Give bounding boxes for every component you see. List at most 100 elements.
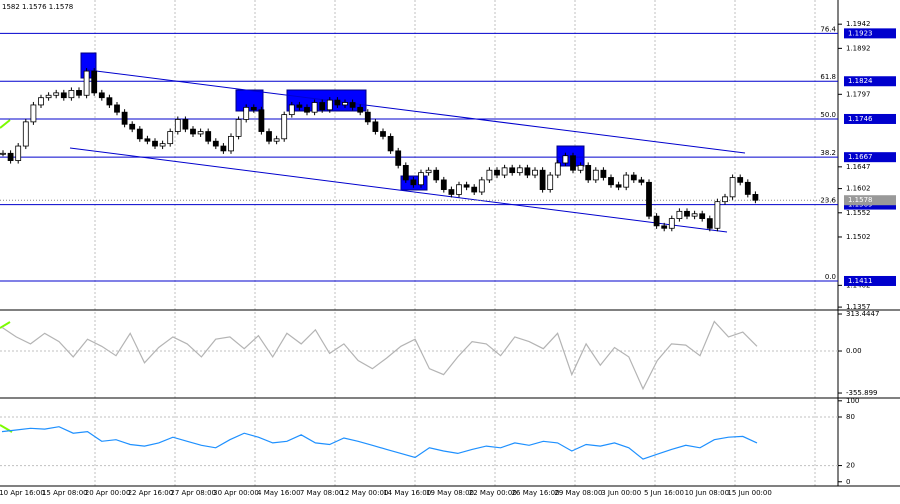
- candle: [0, 152, 6, 155]
- candle: [440, 179, 447, 190]
- candle: [114, 104, 120, 113]
- last-price-box: [844, 195, 896, 206]
- x-tick-label: 20 Apr 00:00: [85, 489, 131, 497]
- level-label: 1.1411: [848, 277, 873, 285]
- candle: [258, 109, 265, 132]
- x-tick-label: 30 Apr 00:00: [213, 489, 259, 497]
- candle: [623, 174, 630, 188]
- candle: [744, 181, 751, 195]
- candle: [22, 121, 29, 147]
- fib-label: 61.8: [820, 73, 836, 81]
- candle: [38, 97, 44, 106]
- last-price-label: 1.1578: [848, 196, 873, 204]
- y-tick-label: 80: [846, 413, 855, 421]
- panel-frame: [0, 0, 900, 487]
- candle: [228, 135, 234, 152]
- x-tick-label: 10 Jun 08:00: [685, 489, 729, 497]
- level-label-box: [844, 152, 896, 163]
- x-tick-label: 12 May 00:00: [340, 489, 388, 497]
- candle: [106, 97, 113, 106]
- candle: [402, 164, 409, 181]
- candle: [630, 174, 637, 181]
- level-label-box: [844, 76, 896, 87]
- y-tick-label: 1.1942: [846, 20, 871, 28]
- y-tick-label: 0: [846, 478, 850, 486]
- candle: [212, 140, 219, 147]
- candle: [53, 92, 60, 96]
- candle: [577, 164, 584, 171]
- candle: [653, 215, 660, 227]
- candle: [220, 145, 227, 152]
- fib-label: 50.0: [820, 111, 836, 119]
- candle: [395, 150, 402, 166]
- x-tick-label: 22 Apr 16:00: [128, 489, 174, 497]
- candle: [418, 172, 424, 186]
- candle: [235, 119, 242, 137]
- fib-label: 0.0: [825, 273, 836, 281]
- candle: [319, 102, 326, 111]
- candle: [752, 194, 759, 201]
- candle: [387, 135, 394, 152]
- candle: [159, 143, 166, 147]
- candle: [281, 114, 288, 140]
- candle: [554, 162, 561, 176]
- y-tick-label: 1.1552: [846, 209, 871, 217]
- candle: [410, 179, 417, 186]
- x-tick-label: 5 Jun 16:00: [644, 489, 684, 497]
- y-tick-label: 1.1602: [846, 185, 871, 193]
- candle: [699, 213, 706, 219]
- candle: [516, 167, 523, 174]
- candle: [509, 167, 516, 174]
- candle: [205, 131, 212, 142]
- candle: [478, 179, 485, 193]
- y-tick-label: 1.1357: [846, 303, 871, 311]
- candle: [433, 169, 440, 181]
- candle: [562, 155, 569, 164]
- level-label: 1.1824: [848, 77, 873, 85]
- candle: [7, 152, 14, 161]
- candle: [182, 119, 189, 130]
- candle: [380, 131, 386, 137]
- candle: [501, 167, 508, 176]
- x-tick-label: 14 May 16:00: [383, 489, 431, 497]
- y-tick-label: 313.4447: [846, 310, 879, 318]
- candle: [15, 145, 22, 161]
- x-tick-label: 15 Apr 08:00: [42, 489, 88, 497]
- candle: [45, 94, 52, 99]
- cci-line: [1, 320, 758, 391]
- y-tick-label: 0.00: [846, 347, 862, 355]
- candle: [60, 92, 67, 99]
- candle: [83, 70, 90, 96]
- x-tick-label: 26 May 16:00: [512, 489, 560, 497]
- candle: [288, 104, 295, 116]
- candle: [98, 92, 105, 99]
- candle: [722, 196, 728, 203]
- candle: [76, 90, 82, 96]
- x-tick-label: 10 Apr 16:00: [0, 489, 45, 497]
- candle: [737, 177, 744, 183]
- fib-label: 38.2: [820, 149, 836, 157]
- candle: [129, 123, 136, 130]
- x-tick-label: 22 May 00:00: [469, 489, 517, 497]
- candle: [524, 167, 531, 176]
- candle: [342, 102, 348, 106]
- candle: [68, 90, 75, 99]
- candle: [494, 169, 500, 176]
- level-label-box: [844, 28, 896, 39]
- level-label: 1.1923: [848, 29, 873, 37]
- y-tick-label: 1.1797: [846, 90, 871, 98]
- candle: [486, 169, 493, 181]
- y-tick-label: 1.1502: [846, 233, 871, 241]
- y-tick-label: 20: [846, 462, 855, 470]
- candle: [243, 106, 250, 120]
- level-label-box: [844, 113, 896, 124]
- candle: [638, 179, 645, 183]
- candle: [706, 218, 713, 229]
- x-tick-label: 7 May 08:00: [300, 489, 344, 497]
- candle: [539, 169, 546, 190]
- channel: [69, 69, 746, 233]
- candle: [364, 111, 371, 123]
- candle: [334, 99, 341, 106]
